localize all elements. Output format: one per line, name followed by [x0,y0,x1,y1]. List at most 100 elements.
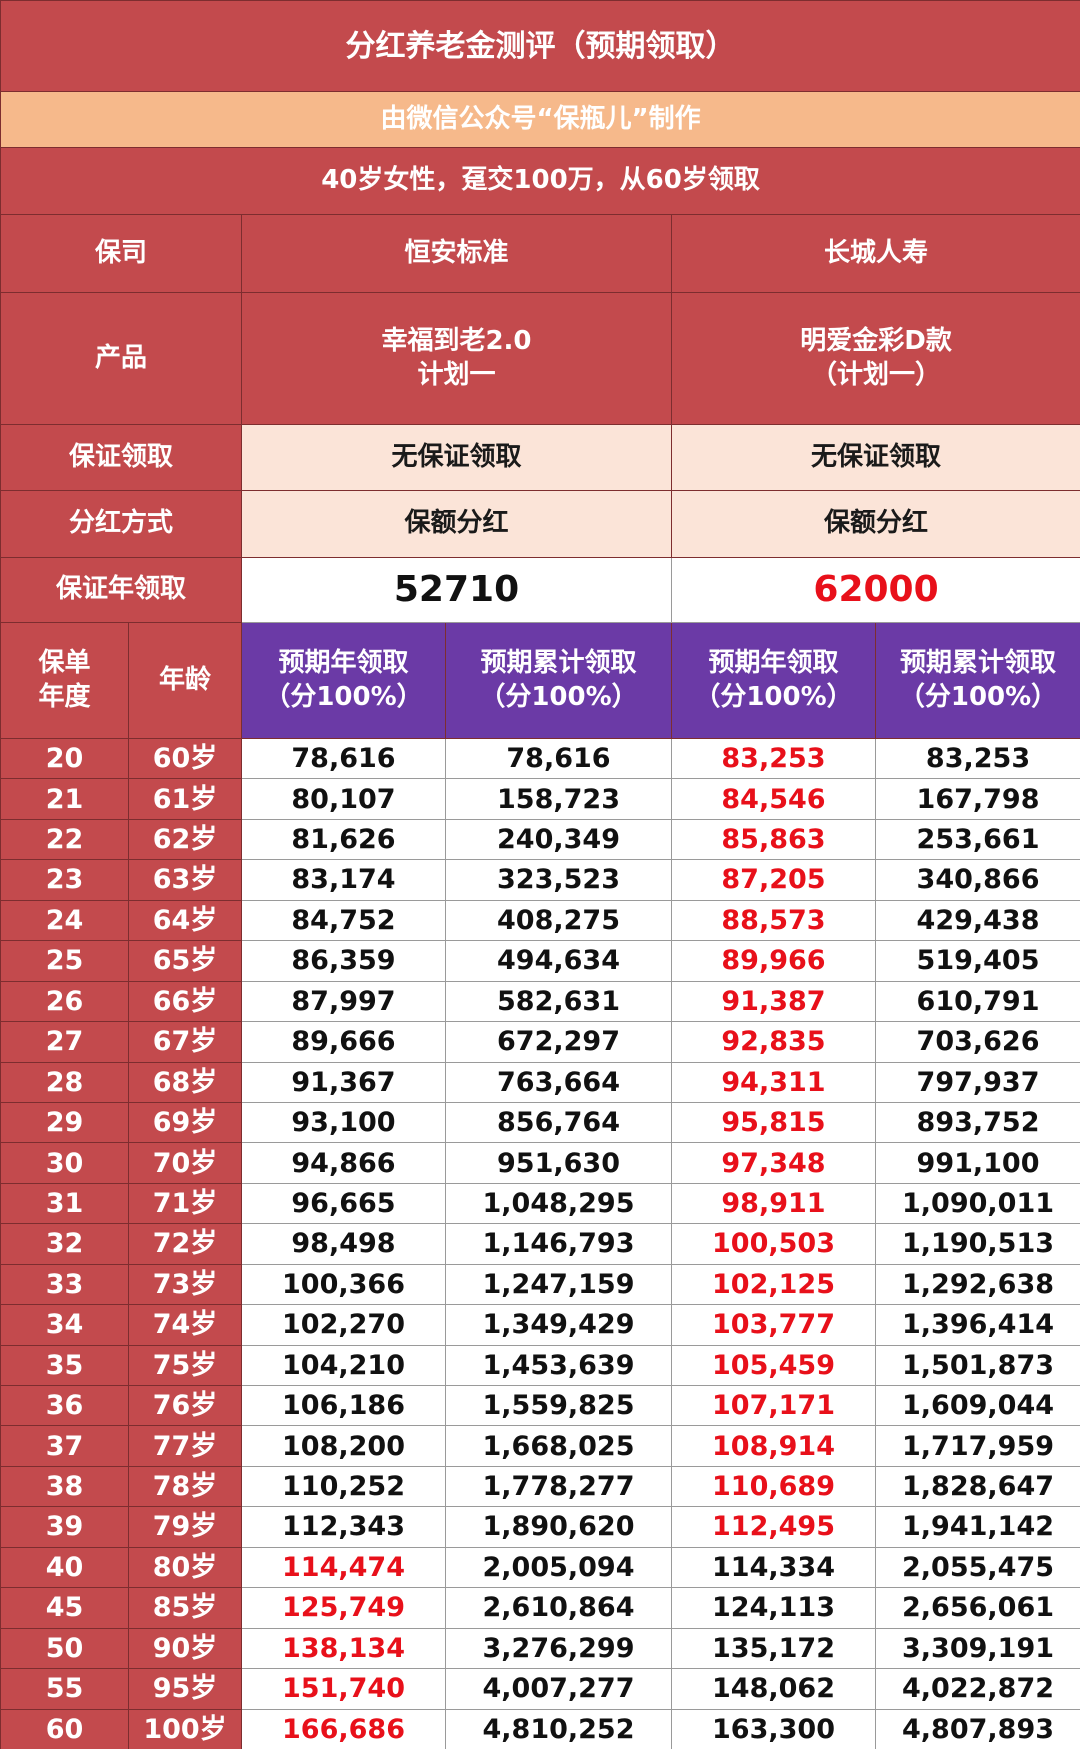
data-cell: 95,815 [671,1101,876,1144]
table-row: 29 69岁 93,100 856,764 95,815 893,752 [0,1101,1080,1144]
info-text: 52710 [393,568,520,610]
cell-text: 1,146,793 [482,1228,635,1260]
label: 保证年领取 [55,574,186,605]
info-text: 明爱金彩D款 [800,325,952,356]
cell-text: 582,631 [497,985,620,1017]
cell-text: 2,005,094 [482,1551,635,1583]
cell-text: 38 [45,1471,84,1503]
data-cell: 125,749 [241,1587,446,1629]
table-row: 由微信公众号“保瓶儿”制作 [0,91,1080,148]
info-text: 无保证领取 [811,441,942,472]
cell-text: 85,863 [721,824,826,856]
cell-text: 91,387 [721,985,826,1017]
data-cell: 1,609,044 [874,1384,1080,1427]
cell-text: 45 [45,1592,84,1624]
header-text: 年度 [38,681,91,712]
cell-text: 80,107 [291,783,396,815]
cell-text: 3,276,299 [482,1632,635,1664]
cell-text: 1,609,044 [902,1390,1055,1422]
cell-text: 81,626 [291,824,396,856]
data-cell: 23 [0,859,129,901]
info-label: 保司 [0,214,242,293]
cell-text: 24 [45,904,84,936]
data-cell: 77岁 [128,1425,242,1467]
cell-text: 2,055,475 [902,1551,1055,1583]
cell-text: 1,501,873 [902,1349,1055,1381]
data-cell: 114,474 [241,1546,446,1589]
data-cell: 110,252 [241,1465,446,1508]
cell-text: 167,798 [916,783,1040,815]
data-cell: 151,740 [241,1668,446,1710]
data-cell: 64岁 [128,899,242,942]
cell-text: 429,438 [916,904,1040,936]
data-cell: 27 [0,1021,129,1063]
data-cell: 85,863 [671,818,876,861]
cell-text: 64岁 [152,904,218,936]
data-cell: 1,349,429 [445,1304,672,1346]
cell-text: 96,665 [291,1187,396,1219]
column-header: 保单 年度 [0,622,129,739]
cell-text: 135,172 [712,1632,835,1664]
cell-text: 26 [45,985,84,1017]
data-cell: 166,686 [241,1708,446,1749]
table-row: 38 78岁 110,252 1,778,277 110,689 1,828,647 [0,1465,1080,1508]
cell-text: 83,174 [291,864,396,896]
cell-text: 21 [45,783,84,815]
cell-text: 78岁 [152,1471,218,1503]
cell-text: 86,359 [291,945,396,977]
info-value: 长城人寿 [670,214,1080,293]
cell-text: 93,100 [291,1107,396,1139]
cell-text: 69岁 [152,1107,218,1139]
data-cell: 78,616 [241,737,446,780]
cell-text: 105,459 [712,1349,835,1381]
data-cell: 88,573 [671,899,876,942]
header-text: 预期年领取 [278,647,409,678]
data-cell: 253,661 [874,818,1080,861]
cell-text: 35 [45,1349,84,1381]
table-row: 30 70岁 94,866 951,630 97,348 991,100 [0,1142,1080,1184]
cell-text: 108,914 [712,1430,835,1462]
table-row: 45 85岁 125,749 2,610,864 124,113 2,656,061 [0,1587,1080,1629]
data-cell: 26 [0,980,129,1023]
info-value: 无保证领取 [670,424,1080,491]
data-cell: 67岁 [128,1021,242,1063]
cell-text: 84,546 [721,783,826,815]
data-cell: 797,937 [874,1061,1080,1103]
header-cell: 分红养老金测评（预期领取） [0,0,1080,92]
data-cell: 112,343 [241,1506,446,1548]
cell-text: 3,309,191 [902,1632,1055,1664]
data-cell: 138,134 [241,1627,446,1670]
header-text: （分100%） [479,681,638,712]
column-header: 预期年领取 （分100%） [241,622,446,739]
cell-text: 29 [45,1107,84,1139]
cell-text: 148,062 [712,1673,835,1705]
cell-text: 28 [45,1066,84,1098]
cell-text: 39 [45,1511,84,1543]
cell-text: 1,396,414 [902,1309,1055,1341]
data-cell: 110,689 [671,1465,876,1508]
header-cell: 由微信公众号“保瓶儿”制作 [0,91,1080,148]
data-cell: 36 [0,1384,129,1427]
cell-text: 20 [45,743,84,775]
data-cell: 610,791 [874,980,1080,1023]
cell-text: 610,791 [916,985,1040,1017]
data-cell: 74岁 [128,1304,242,1346]
table-row: 35 75岁 104,210 1,453,639 105,459 1,501,873 [0,1344,1080,1387]
cell-text: 1,717,959 [902,1430,1055,1462]
cell-text: 27 [45,1026,84,1058]
data-cell: 1,717,959 [874,1425,1080,1467]
cell-text: 98,911 [721,1187,826,1219]
cell-text: 1,559,825 [482,1390,635,1422]
table-row: 保证领取 无保证领取 无保证领取 [0,424,1080,491]
cell-text: 22 [45,824,84,856]
data-cell: 69岁 [128,1101,242,1144]
cell-text: 2,656,061 [902,1592,1055,1624]
info-value: 明爱金彩D款 （计划一） [670,292,1080,425]
data-cell: 1,778,277 [445,1465,672,1508]
cell-text: 4,007,277 [482,1673,635,1705]
data-cell: 89,966 [671,940,876,982]
cell-text: 114,334 [712,1551,835,1583]
data-cell: 1,828,647 [874,1465,1080,1508]
data-cell: 2,055,475 [874,1546,1080,1589]
cell-text: 102,125 [712,1268,835,1300]
